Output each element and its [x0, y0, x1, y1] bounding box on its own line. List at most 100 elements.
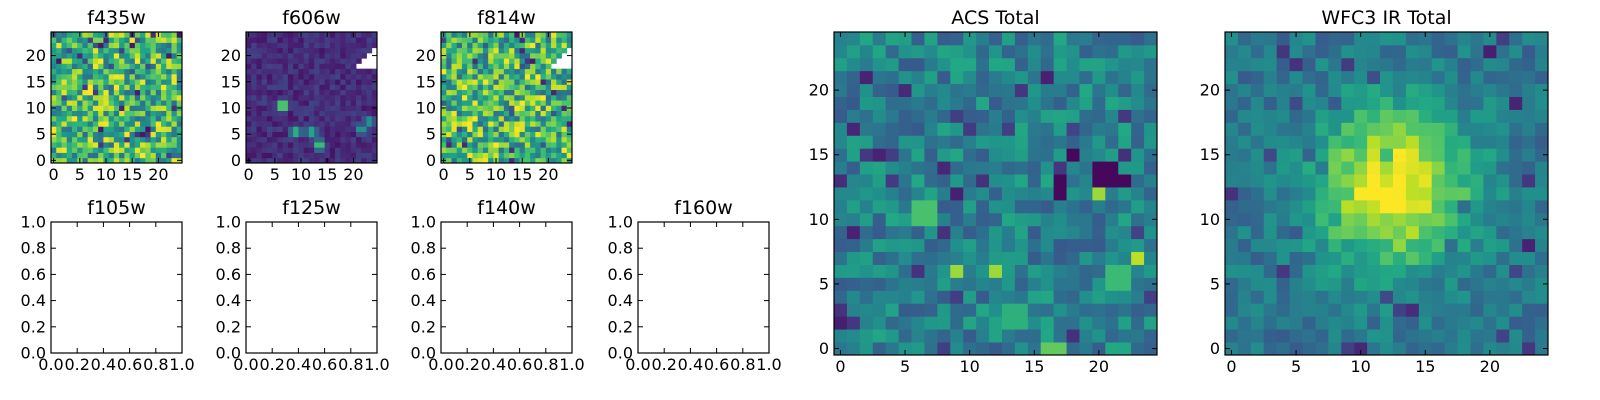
heatmap-cell	[98, 105, 104, 111]
heatmap-cell	[1131, 212, 1145, 227]
heatmap-cell	[989, 225, 1003, 240]
heatmap-cell	[451, 131, 458, 138]
heatmap-cell	[446, 58, 452, 64]
heatmap-cell	[482, 42, 489, 49]
heatmap-cell	[287, 58, 294, 64]
heatmap-cell	[350, 131, 357, 138]
heatmap-cell	[514, 100, 520, 106]
heatmap-cell	[266, 131, 273, 138]
heatmap-cell	[493, 58, 500, 64]
heatmap-cell	[963, 44, 977, 59]
heatmap-cell	[976, 238, 990, 253]
heatmap-cell	[1066, 57, 1080, 72]
heatmap-cell	[1328, 122, 1342, 136]
heatmap-cell	[509, 89, 515, 96]
heatmap-cell	[1405, 148, 1420, 162]
heatmap-cell	[277, 110, 284, 117]
heatmap-cell	[293, 152, 299, 159]
heatmap-cell	[519, 42, 526, 49]
heatmap-cell	[1535, 199, 1549, 214]
heatmap-cell	[1225, 122, 1239, 136]
heatmap-cell	[1535, 187, 1549, 201]
heatmap-cell	[461, 157, 468, 164]
heatmap-cell	[145, 142, 151, 148]
heatmap-cell	[451, 47, 458, 54]
heatmap-cell	[924, 109, 938, 123]
heatmap-cell	[350, 52, 357, 59]
heatmap-cell	[1225, 316, 1239, 330]
heatmap-cell	[314, 52, 320, 59]
heatmap-cell	[145, 47, 151, 54]
heatmap-cell	[1315, 277, 1329, 291]
heatmap-cell	[293, 58, 299, 64]
heatmap-cell	[71, 47, 78, 54]
heatmap-cell	[1367, 96, 1381, 110]
heatmap-cell	[350, 47, 357, 54]
heatmap-cell	[498, 73, 505, 80]
heatmap-cell	[924, 225, 938, 240]
heatmap-cell	[266, 68, 273, 75]
heatmap-cell	[303, 126, 310, 132]
heatmap-cell	[885, 32, 899, 46]
heatmap-cell	[1496, 70, 1510, 85]
heatmap-cell	[1302, 148, 1316, 162]
heatmap-cell	[556, 79, 562, 85]
heatmap-cell	[456, 37, 463, 43]
heatmap-cell	[56, 47, 62, 54]
heatmap-cell	[108, 121, 115, 127]
heatmap-cell	[477, 110, 484, 117]
heatmap-cell	[356, 100, 362, 106]
heatmap-cell	[1289, 122, 1303, 136]
heatmap-cell	[1225, 212, 1239, 227]
heatmap-cell	[1014, 225, 1029, 240]
heatmap-cell	[77, 37, 83, 43]
heatmap-cell	[1001, 109, 1016, 123]
heatmap-cell	[1405, 161, 1420, 175]
heatmap-cell	[119, 100, 125, 106]
heatmap-cell	[1522, 303, 1536, 317]
heatmap-cell	[108, 142, 115, 148]
heatmap-cell	[129, 47, 136, 54]
heatmap-cell	[937, 225, 951, 240]
heatmap-cell	[872, 212, 887, 227]
heatmap-cell	[545, 52, 552, 59]
heatmap-cell	[519, 73, 526, 80]
heatmap-cell	[1341, 109, 1355, 123]
heatmap-cell	[1470, 238, 1484, 253]
heatmap-cell	[66, 32, 73, 38]
heatmap-cell	[924, 342, 938, 356]
heatmap-cell	[124, 142, 130, 148]
heatmap-cell	[98, 121, 104, 127]
heatmap-cell	[1522, 109, 1536, 123]
heatmap-cell	[950, 148, 964, 162]
heatmap-cell	[103, 110, 110, 117]
heatmap-cell	[371, 84, 378, 91]
panel-title: f435w	[87, 7, 146, 29]
heatmap-cell	[134, 89, 141, 96]
heatmap-cell	[155, 126, 162, 132]
heatmap-cell	[319, 89, 325, 96]
heatmap-cell	[256, 136, 263, 143]
heatmap-cell	[1457, 238, 1471, 253]
heatmap-cell	[298, 152, 305, 159]
heatmap-cell	[1315, 161, 1329, 175]
heatmap-cell	[1105, 161, 1119, 175]
heatmap-cell	[319, 73, 325, 80]
heatmap-cell	[92, 84, 99, 91]
heatmap-cell	[1079, 264, 1093, 278]
heatmap-cell	[166, 152, 172, 159]
heatmap-cell	[1040, 187, 1055, 201]
heatmap-cell	[924, 316, 938, 330]
heatmap-cell	[540, 73, 547, 80]
heatmap-cell	[108, 147, 115, 153]
heatmap-cell	[514, 152, 520, 159]
heatmap-cell	[176, 152, 183, 159]
heatmap-cell	[446, 105, 452, 111]
heatmap-cell	[514, 42, 520, 49]
heatmap-cell	[1027, 238, 1042, 253]
heatmap-cell	[324, 47, 331, 54]
heatmap-cell	[545, 42, 552, 49]
heatmap-cell	[566, 121, 573, 127]
heatmap-cell	[498, 131, 505, 138]
heatmap-cell	[467, 147, 473, 153]
